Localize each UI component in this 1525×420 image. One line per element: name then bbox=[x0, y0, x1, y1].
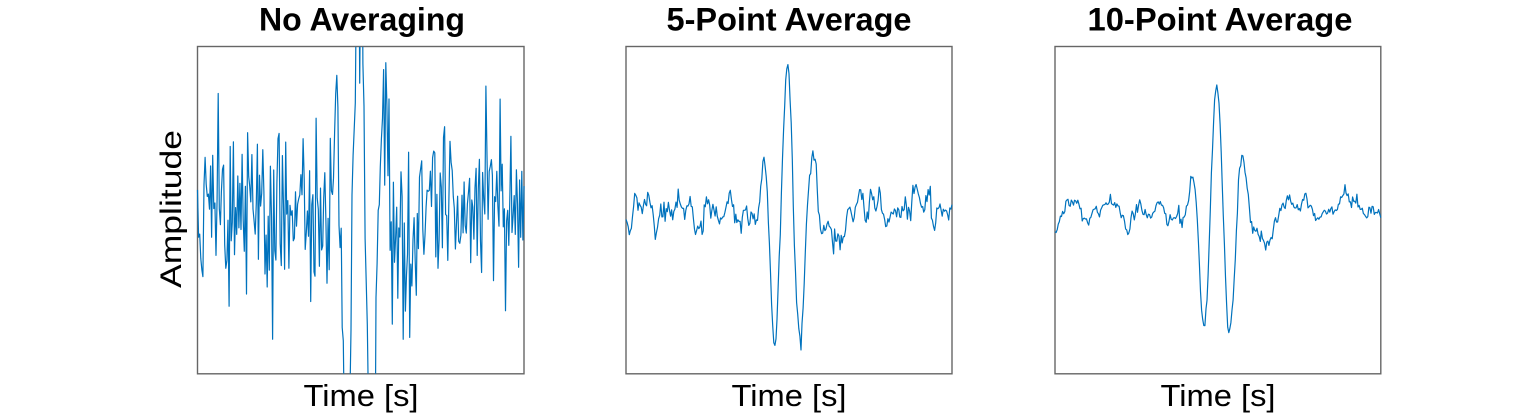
svg-text:5-Point Average: 5-Point Average bbox=[667, 2, 912, 38]
svg-text:Time [s]: Time [s] bbox=[732, 378, 847, 413]
svg-text:Time [s]: Time [s] bbox=[1161, 378, 1276, 413]
svg-text:Amplitude: Amplitude bbox=[155, 130, 188, 288]
svg-text:No Averaging: No Averaging bbox=[259, 2, 465, 38]
svg-text:10-Point Average: 10-Point Average bbox=[1088, 2, 1353, 38]
svg-text:Time [s]: Time [s] bbox=[304, 378, 419, 413]
